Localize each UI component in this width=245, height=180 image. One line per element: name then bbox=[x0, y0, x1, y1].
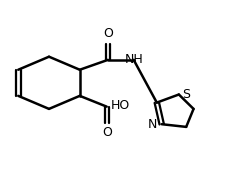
Text: O: O bbox=[102, 127, 112, 140]
Text: S: S bbox=[183, 88, 191, 101]
Text: NH: NH bbox=[124, 53, 143, 66]
Text: N: N bbox=[148, 118, 157, 131]
Text: HO: HO bbox=[110, 99, 130, 112]
Text: O: O bbox=[103, 27, 113, 40]
